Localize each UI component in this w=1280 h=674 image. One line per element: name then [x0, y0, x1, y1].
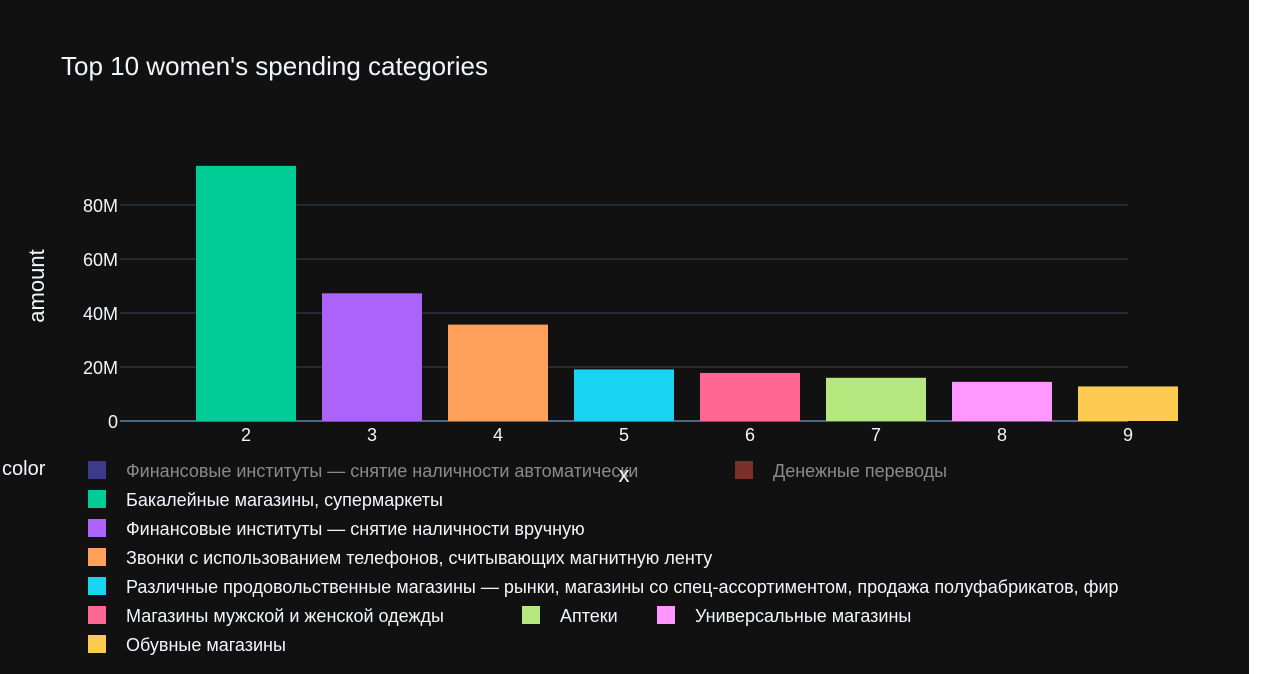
legend-label: Обувные магазины — [126, 635, 286, 655]
x-tick-label: 8 — [997, 425, 1007, 445]
bar[interactable] — [574, 369, 674, 421]
x-axis-title: x — [619, 462, 630, 487]
legend-swatch — [657, 606, 675, 624]
legend-item[interactable]: Финансовые институты — снятие наличности… — [88, 519, 585, 539]
y-tick-label: 20M — [83, 358, 118, 378]
legend-swatch — [88, 548, 106, 566]
legend-item[interactable]: Магазины мужской и женской одежды — [88, 606, 444, 626]
x-tick-labels: 2 3 4 5 6 7 8 9 — [241, 425, 1133, 445]
bar[interactable] — [952, 381, 1052, 421]
bar[interactable] — [448, 324, 548, 421]
legend-swatch — [735, 461, 753, 479]
legend-swatch — [88, 461, 106, 479]
bar[interactable] — [826, 377, 926, 421]
chart-title: Top 10 women's spending categories — [61, 51, 488, 81]
chart-panel: Top 10 women's spending categories 0 20M 4… — [0, 0, 1249, 674]
legend-label: Денежные переводы — [773, 461, 947, 481]
legend-item[interactable]: Различные продовольственные магазины — р… — [88, 577, 1119, 597]
legend-item[interactable]: Универсальные магазины — [657, 606, 911, 626]
legend-title: color — [2, 458, 46, 480]
legend-label: Финансовые институты — снятие наличности… — [126, 461, 638, 481]
x-tick-label: 6 — [745, 425, 755, 445]
x-tick-label: 9 — [1123, 425, 1133, 445]
legend-item[interactable]: Бакалейные магазины, супермаркеты — [88, 490, 443, 510]
x-tick-label: 7 — [871, 425, 881, 445]
legend-swatch — [88, 490, 106, 508]
legend-item[interactable]: Обувные магазины — [88, 635, 286, 655]
chart-svg: Top 10 women's spending categories 0 20M 4… — [2, 51, 1178, 655]
x-tick-label: 5 — [619, 425, 629, 445]
legend-label: Бакалейные магазины, супермаркеты — [126, 490, 443, 510]
y-tick-label: 0 — [108, 412, 118, 432]
legend-swatch — [88, 577, 106, 595]
bar[interactable] — [700, 372, 800, 421]
y-tick-labels: 0 20M 40M 60M 80M — [83, 196, 118, 432]
legend-label: Различные продовольственные магазины — р… — [126, 577, 1119, 597]
bar[interactable] — [1078, 386, 1178, 421]
legend-label: Универсальные магазины — [695, 606, 911, 626]
legend-item[interactable]: Денежные переводы — [735, 461, 947, 481]
bar[interactable] — [322, 293, 422, 421]
y-tick-label: 80M — [83, 196, 118, 216]
legend[interactable]: Финансовые институты — снятие наличности… — [88, 461, 1119, 655]
legend-swatch — [88, 606, 106, 624]
legend-item[interactable]: Финансовые институты — снятие наличности… — [88, 461, 638, 481]
legend-label: Финансовые институты — снятие наличности… — [126, 519, 585, 539]
legend-item[interactable]: Звонки с использованием телефонов, считы… — [88, 548, 712, 568]
legend-swatch — [522, 606, 540, 624]
y-tick-label: 60M — [83, 250, 118, 270]
legend-swatch — [88, 635, 106, 653]
y-tick-label: 40M — [83, 304, 118, 324]
legend-swatch — [88, 519, 106, 537]
legend-item[interactable]: Аптеки — [522, 606, 618, 626]
bar[interactable] — [196, 165, 296, 421]
bars — [196, 165, 1178, 421]
x-tick-label: 3 — [367, 425, 377, 445]
legend-label: Аптеки — [560, 606, 618, 626]
x-tick-label: 2 — [241, 425, 251, 445]
x-tick-label: 4 — [493, 425, 503, 445]
legend-label: Звонки с использованием телефонов, считы… — [126, 548, 712, 568]
y-axis-title: amount — [24, 249, 49, 322]
legend-label: Магазины мужской и женской одежды — [126, 606, 444, 626]
